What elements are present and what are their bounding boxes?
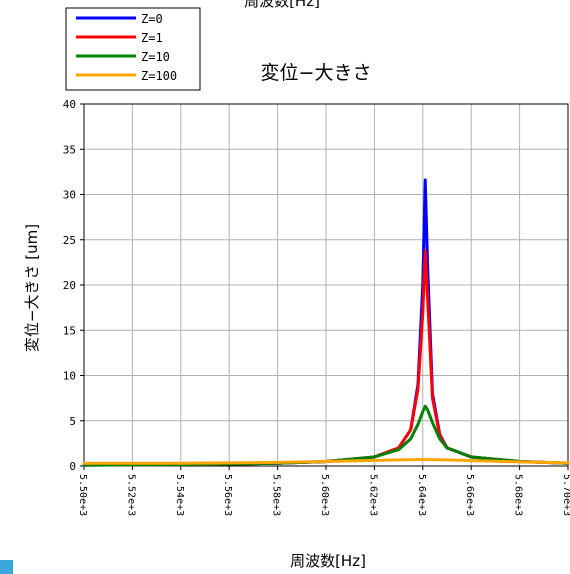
- x-tick-label: 5.50e+3: [77, 474, 88, 516]
- x-tick-label: 5.54e+3: [174, 474, 185, 516]
- top-partial-label: 周波数[Hz]: [244, 0, 320, 10]
- y-tick-label: 15: [63, 324, 76, 337]
- x-tick-label: 5.60e+3: [319, 474, 330, 516]
- y-tick-label: 35: [63, 143, 76, 156]
- x-tick-label: 5.66e+3: [464, 474, 475, 516]
- legend: Z=0 Z=1 Z=10 Z=100: [65, 7, 201, 91]
- y-tick-label: 0: [69, 460, 76, 473]
- corner-marker: [0, 560, 13, 574]
- series-lines: [82, 178, 570, 467]
- x-tick-label: 5.64e+3: [416, 474, 427, 516]
- grid: [84, 104, 568, 466]
- x-tick-label: 5.58e+3: [271, 474, 282, 516]
- legend-label: Z=100: [141, 69, 177, 83]
- y-tick-label: 5: [69, 415, 76, 428]
- legend-label: Z=0: [141, 12, 163, 26]
- legend-label: Z=1: [141, 31, 163, 45]
- x-tick-label: 5.62e+3: [367, 474, 378, 516]
- x-axis-ticks: 5.50e+3 5.52e+3 5.54e+3 5.56e+3 5.58e+3 5.60e…: [77, 466, 570, 516]
- legend-label: Z=10: [141, 50, 170, 64]
- legend-box: [65, 7, 201, 91]
- y-tick-label: 30: [63, 189, 76, 202]
- x-axis-label: 周波数[Hz]: [290, 552, 366, 570]
- chart-title: 変位−大きさ: [261, 62, 372, 84]
- x-tick-label: 5.52e+3: [125, 474, 136, 516]
- y-axis-label: 変位−大きさ [um]: [23, 224, 41, 352]
- x-tick-label: 5.70e+3: [561, 474, 570, 516]
- y-tick-label: 20: [63, 279, 76, 292]
- series-line-z-100: [82, 457, 570, 465]
- y-axis-ticks: 0 5 10 15 20 25 30 35 40: [63, 98, 84, 473]
- y-tick-label: 25: [63, 234, 76, 247]
- y-tick-label: 40: [63, 98, 76, 111]
- y-tick-label: 10: [63, 370, 76, 383]
- x-tick-label: 5.56e+3: [222, 474, 233, 516]
- x-tick-label: 5.68e+3: [513, 474, 524, 516]
